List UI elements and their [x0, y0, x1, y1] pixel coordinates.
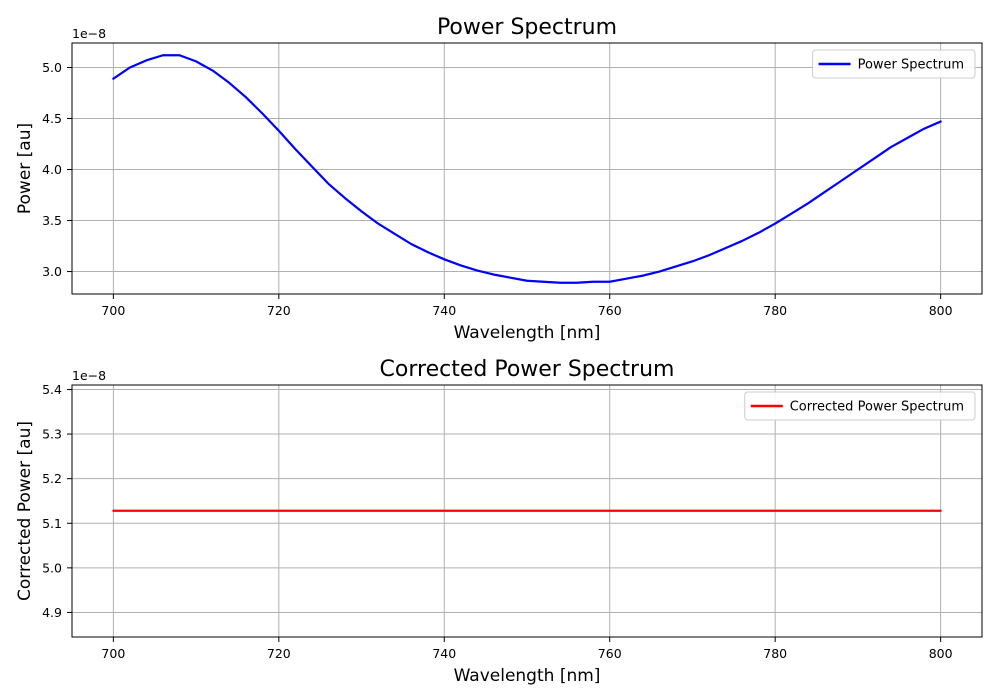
x-tick-label: 780 — [763, 646, 787, 661]
x-tick-label: 700 — [101, 303, 125, 318]
y-tick-label: 5.0 — [42, 560, 62, 575]
x-tick-label: 780 — [763, 303, 787, 318]
legend-label: Corrected Power Spectrum — [790, 400, 964, 415]
x-tick-label: 740 — [432, 303, 456, 318]
x-tick-label: 740 — [432, 646, 456, 661]
y-tick-label: 4.9 — [42, 605, 62, 620]
legend-label: Power Spectrum — [858, 58, 964, 73]
chart-title: Corrected Power Spectrum — [380, 357, 675, 382]
x-tick-label: 760 — [598, 646, 622, 661]
plot-frame — [71, 384, 983, 638]
y-axis-label: Corrected Power [au] — [15, 421, 35, 601]
plot-frame — [71, 42, 983, 295]
y-offset-label: 1e−8 — [72, 368, 106, 383]
y-tick-label: 5.3 — [42, 427, 62, 442]
chart-panel-1: 700 720 740 760 780 800 3.0 3.5 4.0 4.5 5.0 1e−8 Pow… — [15, 15, 983, 343]
x-tick-label: 760 — [598, 303, 622, 318]
y-tick-label: 5.2 — [42, 471, 62, 486]
y-offset-label: 1e−8 — [72, 26, 106, 41]
series-line-1 — [112, 54, 942, 284]
x-tick-label: 800 — [929, 303, 953, 318]
y-tick-label: 3.0 — [42, 264, 62, 279]
y-tick-label: 5.0 — [42, 60, 62, 75]
y-tick-label: 4.0 — [42, 162, 62, 177]
y-tick-label: 5.1 — [42, 516, 62, 531]
x-axis-label: Wavelength [nm] — [454, 323, 601, 343]
x-tick-label: 720 — [267, 303, 291, 318]
legend-box — [744, 391, 976, 421]
y-tick-label: 4.5 — [42, 111, 62, 126]
x-tick-label: 800 — [929, 646, 953, 661]
x-tick-label: 700 — [101, 646, 125, 661]
chart-title: Power Spectrum — [437, 15, 617, 40]
y-tick-label: 5.4 — [42, 382, 62, 397]
chart-panel-2: 700 720 740 760 780 800 4.9 5.0 5.1 5.2 5.3 5.4 1e−8… — [15, 357, 983, 686]
x-axis-label: Wavelength [nm] — [454, 666, 601, 686]
legend: Power Spectrum — [812, 49, 976, 79]
y-tick-label: 3.5 — [42, 213, 62, 228]
y-axis-label: Power [au] — [15, 123, 35, 214]
x-tick-label: 720 — [267, 646, 291, 661]
legend: Corrected Power Spectrum — [744, 391, 976, 421]
legend-box — [812, 49, 976, 79]
